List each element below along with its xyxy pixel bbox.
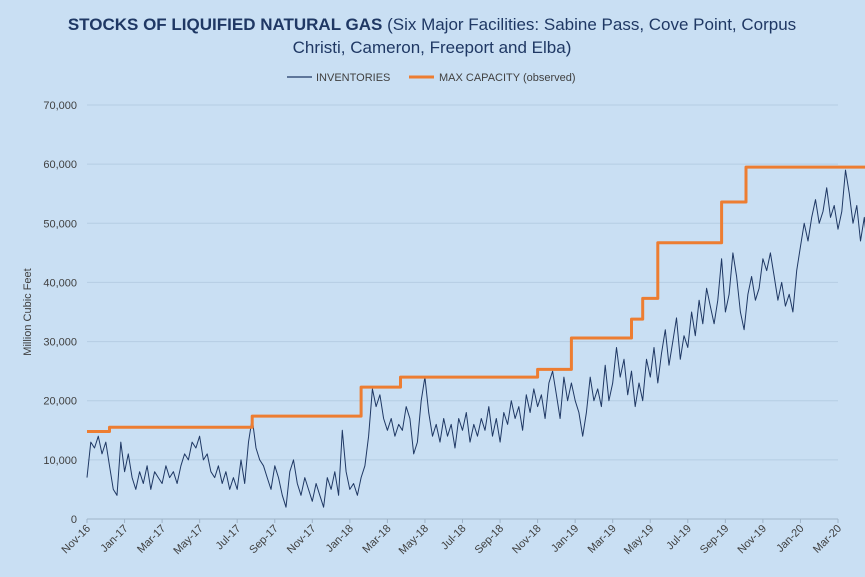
x-tick-label: Jan-20 bbox=[774, 523, 806, 555]
y-tick-label: 60,000 bbox=[43, 159, 77, 171]
x-tick-label: Jul-17 bbox=[214, 523, 244, 553]
x-tick-label: Nov-18 bbox=[510, 523, 544, 557]
y-tick-label: 10,000 bbox=[43, 455, 77, 467]
series bbox=[86, 165, 865, 508]
chart-title-line2: Christi, Cameron, Freeport and Elba) bbox=[293, 38, 572, 57]
chart-title-rest: (Six Major Facilities: Sabine Pass, Cove… bbox=[382, 15, 796, 34]
x-tick-label: Sep-17 bbox=[247, 523, 281, 557]
x-tick-label: Jan-17 bbox=[98, 523, 130, 555]
x-tick-label: Mar-18 bbox=[360, 523, 393, 556]
legend: INVENTORIES MAX CAPACITY (observed) bbox=[287, 72, 576, 84]
series-line-inventories bbox=[86, 169, 865, 508]
y-tick-label: 70,000 bbox=[43, 100, 77, 112]
series-line-max-capacity bbox=[87, 165, 865, 433]
y-tick-label: 20,000 bbox=[43, 396, 77, 408]
y-tick-label: 50,000 bbox=[43, 218, 77, 230]
chart-title: STOCKS OF LIQUIFIED NATURAL GAS (Six Maj… bbox=[68, 15, 796, 34]
x-tick-label: May-18 bbox=[397, 523, 431, 557]
y-axis-title: Million Cubic Feet bbox=[22, 268, 34, 355]
legend-inventories-label: INVENTORIES bbox=[316, 72, 390, 84]
x-tick-label: Jan-18 bbox=[324, 523, 356, 555]
y-axis-ticks: 0 10,000 20,000 30,000 40,000 50,000 60,000 70,… bbox=[43, 100, 77, 526]
x-tick-label: May-19 bbox=[622, 523, 656, 557]
y-tick-label: 30,000 bbox=[43, 337, 77, 349]
y-tick-label: 40,000 bbox=[43, 277, 77, 289]
x-tick-label: Sep-18 bbox=[473, 523, 507, 557]
x-tick-label: Mar-17 bbox=[135, 523, 168, 556]
x-tick-label: Nov-19 bbox=[735, 523, 769, 557]
x-tick-label: Jan-19 bbox=[549, 523, 581, 555]
x-tick-label: Jul-18 bbox=[439, 523, 469, 553]
x-tick-label: May-17 bbox=[171, 523, 205, 557]
x-tick-label: Mar-19 bbox=[586, 523, 619, 556]
x-axis-ticks: Nov-16 Jan-17 Mar-17 May-17 Jul-17 Sep-17 Nov-… bbox=[60, 518, 844, 557]
legend-capacity-label: MAX CAPACITY (observed) bbox=[439, 72, 576, 84]
x-tick-label: Mar-20 bbox=[811, 523, 844, 556]
x-tick-label: Jul-19 bbox=[664, 523, 694, 553]
y-tick-label: 0 bbox=[71, 514, 77, 526]
chart-title-bold: STOCKS OF LIQUIFIED NATURAL GAS bbox=[68, 15, 383, 34]
x-tick-label: Nov-17 bbox=[285, 523, 319, 557]
x-tick-label: Sep-19 bbox=[698, 523, 732, 557]
x-tick-label: Nov-16 bbox=[60, 523, 94, 557]
